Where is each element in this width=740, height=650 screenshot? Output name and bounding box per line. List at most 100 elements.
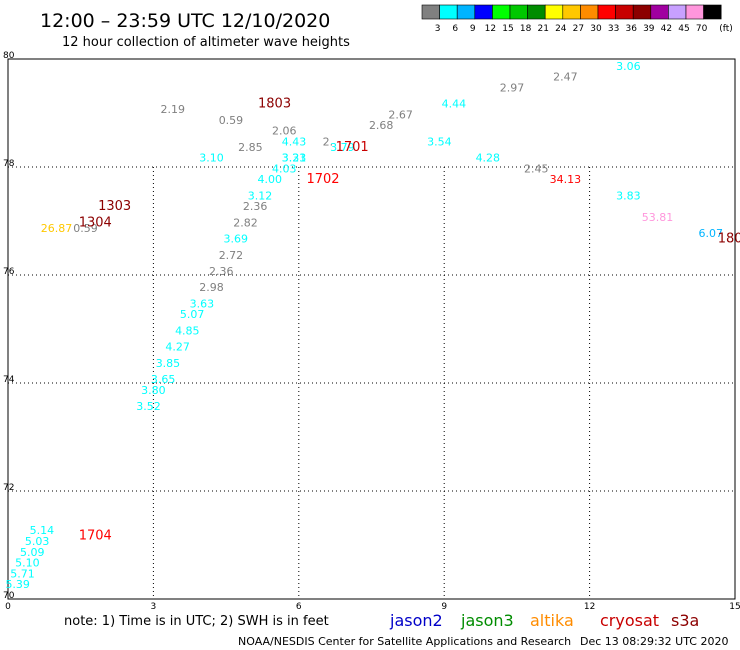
colorbar-label: 18 (520, 24, 532, 34)
pass-label: 1701 (336, 140, 369, 155)
colorbar-swatch (562, 4, 581, 20)
wave-height-value: 5.09 (20, 546, 45, 559)
colorbar-swatch (615, 4, 634, 20)
y-tick-label: 78 (3, 159, 15, 169)
footer-timestamp: Dec 13 08:29:32 UTC 2020 (580, 635, 728, 648)
colorbar-swatch (474, 4, 493, 20)
colorbar-swatch (544, 4, 564, 20)
wave-height-value: 2.19 (161, 103, 186, 116)
wave-height-value: 5.71 (10, 567, 35, 580)
colorbar-label: 27 (573, 24, 584, 34)
x-tick-label: 15 (729, 602, 740, 612)
satellite-legend-item: altika (530, 611, 574, 630)
wave-height-value: 2.85 (238, 141, 263, 154)
satellite-legend: jason2 jason3 altika cryosat s3a (389, 611, 699, 630)
wave-height-value: 2.98 (199, 281, 224, 294)
colorbar-swatch (650, 4, 669, 20)
x-tick-label: 0 (5, 602, 11, 612)
wave-height-value: 3.12 (248, 189, 273, 202)
colorbar-swatch (421, 4, 440, 20)
wave-height-value: 2.67 (388, 108, 413, 121)
wave-height-value: 2.45 (524, 162, 549, 175)
wave-height-value: 26.87 (41, 222, 73, 235)
colorbar-swatch (509, 4, 528, 20)
wave-height-value: 6.07 (699, 227, 724, 240)
data-points: 2.19 0.59 2.064.43 2.3.79 3.213.334.034.00 3.… (5, 60, 723, 591)
colorbar-label: 36 (625, 24, 637, 34)
wave-height-value: 3.83 (616, 189, 641, 202)
colorbar-swatch (668, 4, 687, 20)
pass-label: 1303 (98, 199, 131, 214)
y-tick-label: 74 (3, 375, 15, 385)
colorbar-label: 24 (555, 24, 567, 34)
x-tick-label: 9 (441, 602, 447, 612)
colorbar-label: (ft) (719, 24, 733, 34)
wave-height-value: 4.43 (282, 135, 307, 148)
wave-height-value: 5.07 (180, 308, 205, 321)
x-tick-label: 3 (151, 602, 157, 612)
colorbar-label: 21 (537, 24, 548, 34)
pass-label: 1704 (79, 529, 112, 544)
wave-height-value: 2.06 (272, 125, 297, 138)
chart-subtitle: 12 hour collection of altimeter wave hei… (62, 35, 350, 50)
wave-height-value: 2.72 (219, 249, 244, 262)
wave-height-value: 2.68 (369, 119, 394, 132)
colorbar-label: 42 (661, 24, 672, 34)
pass-label: 1304 (79, 215, 112, 230)
plot-frame (7, 58, 736, 600)
wave-height-value: 5.39 (5, 578, 30, 591)
colorbar-swatch (492, 4, 511, 20)
colorbar-swatch (632, 4, 652, 20)
wave-height-value: 4.00 (257, 173, 282, 186)
wave-height-value: 2.47 (553, 71, 578, 84)
wave-height-value: 3.52 (136, 400, 161, 413)
grid-lines (8, 166, 735, 599)
chart-title: 12:00 – 23:59 UTC 12/10/2020 (40, 10, 330, 32)
wave-height-value: 0.59 (73, 222, 98, 235)
wave-height-value: 3.65 (151, 373, 176, 386)
colorbar-label: 9 (470, 24, 476, 34)
wave-height-value: 3.10 (199, 152, 224, 165)
y-tick-label: 80 (3, 51, 15, 61)
colorbar-swatch (703, 4, 722, 20)
pass-label: 1702 (306, 172, 339, 187)
axis-ticks: 0 3 6 9 12 15 70 72 74 76 78 80 (3, 51, 740, 612)
colorbar-label: 33 (608, 24, 619, 34)
colorbar-swatch (597, 4, 616, 20)
satellite-legend-item: cryosat (600, 611, 659, 630)
wave-height-value: 3.54 (427, 135, 452, 148)
wave-height-value: 2.82 (233, 216, 258, 229)
colorbar-swatch (527, 4, 546, 20)
note-text: note: 1) Time is in UTC; 2) SWH is in fe… (64, 614, 329, 629)
x-tick-label: 12 (584, 602, 595, 612)
wave-height-value: 3.63 (190, 297, 215, 310)
wave-height-value: 2. (323, 135, 334, 148)
footer-source: NOAA/NESDIS Center for Satellite Applica… (238, 635, 571, 648)
colorbar-label: 39 (643, 24, 655, 34)
colorbar-swatch (456, 4, 476, 20)
wave-height-value: 2.36 (243, 200, 268, 213)
colorbar-label: 45 (678, 24, 689, 34)
colorbar-label: 15 (502, 24, 513, 34)
pass-label: 180 (718, 232, 740, 247)
wave-height-value: 2.36 (209, 265, 234, 278)
satellite-legend-item: jason2 (389, 611, 443, 630)
satellite-legend-item: s3a (671, 611, 699, 630)
colorbar-swatch (685, 4, 704, 20)
colorbar-label: 70 (696, 24, 708, 34)
wave-height-value: 3.21 (282, 152, 307, 165)
wave-height-value: 53.81 (642, 211, 674, 224)
colorbar-label: 6 (452, 24, 458, 34)
wave-height-value: 4.44 (442, 98, 467, 111)
pass-label: 1803 (258, 97, 291, 112)
wave-height-value: 2.97 (500, 81, 525, 94)
satellite-legend-item: jason3 (460, 611, 514, 630)
colorbar: 3 6 9 12 15 18 21 24 27 30 33 36 39 42 45 70 (ft) (421, 4, 733, 34)
y-tick-label: 72 (3, 483, 14, 493)
wave-height-value: 4.03 (272, 162, 297, 175)
wave-height-value: 5.10 (15, 557, 40, 570)
wave-height-value: 5.03 (25, 535, 50, 548)
wave-height-value: 3.80 (141, 384, 166, 397)
